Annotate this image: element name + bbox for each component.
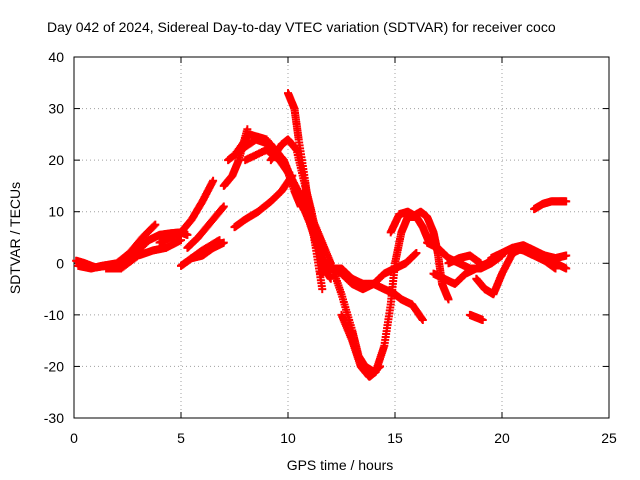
series-track-14 [284,89,327,294]
y-tick-label: 10 [48,204,64,220]
y-axis-label: SDTVAR / TECUs [7,182,23,294]
x-tick-label: 25 [601,430,617,446]
y-tick-label: 0 [56,255,64,271]
series-track-19 [386,207,434,247]
data-point [219,238,228,247]
x-tick-label: 5 [177,430,185,446]
data-point [562,197,571,206]
series-track-6 [183,202,228,252]
data-point [551,264,560,273]
series-track-27 [508,243,560,273]
series-track-24 [465,310,487,325]
x-tick-label: 20 [494,430,510,446]
data-point [177,236,185,245]
data-point [444,295,453,304]
series-track-4 [155,176,218,247]
plot-frame [73,56,610,419]
data-point [476,259,485,268]
data-point [219,202,228,211]
series-track-20 [408,207,453,304]
data-point [562,251,571,260]
chart-title: Day 042 of 2024, Sidereal Day-to-day VTE… [47,19,556,35]
axis-ticks: 0 5 10 15 20 25 -30 -20 -10 0 10 20 30 40 [44,49,617,446]
y-tick-label: 30 [48,101,64,117]
data-point [151,220,160,229]
series-track-2 [74,220,160,273]
x-axis-label: GPS time / hours [287,457,394,473]
x-tick-label: 0 [70,430,78,446]
data-points [72,89,571,381]
series-track-7 [187,238,228,263]
x-tick-label: 10 [280,430,296,446]
series-track-18 [337,212,421,381]
data-point [562,264,571,273]
data-point [418,316,427,325]
series-track-3 [102,236,185,273]
data-point [183,230,192,239]
y-tick-label: -10 [44,307,64,323]
data-point [478,316,487,325]
data-point [318,285,327,294]
data-point [243,125,252,134]
series-track-22 [429,254,500,288]
data-point [412,248,421,257]
y-tick-label: -30 [44,410,64,426]
y-tick-label: 20 [48,152,64,168]
series-track-28 [530,197,571,214]
y-tick-label: 40 [48,49,64,65]
series-track-11 [230,171,297,232]
series-track-17 [322,248,421,294]
y-tick-label: -20 [44,358,64,374]
x-tick-label: 15 [387,430,403,446]
series-track-23 [444,251,485,268]
data-point [209,176,218,185]
